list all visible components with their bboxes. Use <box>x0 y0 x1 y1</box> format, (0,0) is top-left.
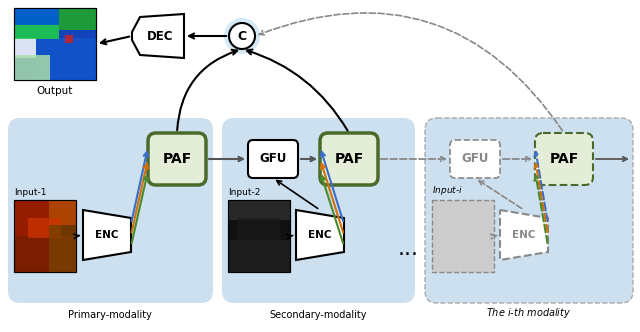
FancyBboxPatch shape <box>535 133 593 185</box>
Polygon shape <box>132 14 184 58</box>
Text: ENC: ENC <box>95 230 119 240</box>
Bar <box>14 55 50 80</box>
Polygon shape <box>83 210 131 260</box>
Bar <box>14 200 76 272</box>
Text: ···: ··· <box>397 245 419 265</box>
Bar <box>59 8 96 30</box>
Bar <box>14 8 96 80</box>
Bar <box>14 38 36 58</box>
Bar <box>228 200 290 272</box>
FancyBboxPatch shape <box>222 118 415 303</box>
Text: PAF: PAF <box>334 152 364 166</box>
Circle shape <box>229 23 255 49</box>
Bar <box>14 200 49 236</box>
Text: GFU: GFU <box>461 152 489 165</box>
Bar <box>28 218 61 238</box>
FancyBboxPatch shape <box>148 133 206 185</box>
Circle shape <box>224 18 260 54</box>
Bar <box>238 218 280 240</box>
Text: Secondary-modality: Secondary-modality <box>269 310 367 320</box>
Bar <box>14 200 76 272</box>
FancyBboxPatch shape <box>8 118 213 303</box>
Text: Input-2: Input-2 <box>228 188 260 197</box>
Bar <box>14 236 76 272</box>
Polygon shape <box>296 210 344 260</box>
Text: C: C <box>237 30 246 42</box>
Bar <box>228 240 290 272</box>
Text: Input-$i$: Input-$i$ <box>432 184 463 197</box>
Bar <box>228 200 290 272</box>
Text: Primary-modality: Primary-modality <box>68 310 152 320</box>
Bar <box>36 38 96 80</box>
Bar <box>14 25 59 39</box>
Text: GFU: GFU <box>259 152 287 165</box>
FancyBboxPatch shape <box>425 118 633 303</box>
Text: DEC: DEC <box>147 30 173 42</box>
FancyBboxPatch shape <box>450 140 500 178</box>
Bar <box>49 225 76 272</box>
Text: ENC: ENC <box>308 230 332 240</box>
FancyBboxPatch shape <box>248 140 298 178</box>
FancyBboxPatch shape <box>320 133 378 185</box>
Bar <box>49 200 76 225</box>
Bar <box>65 35 73 43</box>
Bar <box>14 8 96 80</box>
Text: PAF: PAF <box>163 152 191 166</box>
Text: Output: Output <box>37 86 73 96</box>
Bar <box>228 200 290 220</box>
Bar <box>14 8 59 38</box>
Bar <box>432 200 494 272</box>
Text: PAF: PAF <box>549 152 579 166</box>
Text: ENC: ENC <box>512 230 536 240</box>
Polygon shape <box>500 210 548 260</box>
Text: The $i$-th modality: The $i$-th modality <box>486 306 572 320</box>
Text: Input-1: Input-1 <box>14 188 47 197</box>
